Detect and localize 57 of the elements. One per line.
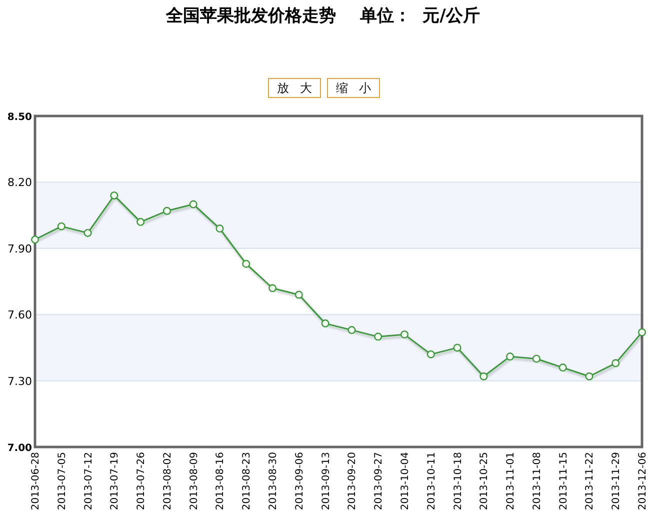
point xyxy=(57,222,66,230)
y-tick-label: 7.30 xyxy=(8,374,32,388)
x-tick-label: 2013-11-15 xyxy=(558,452,570,510)
point xyxy=(400,330,408,338)
point xyxy=(294,290,303,299)
point xyxy=(585,372,594,380)
point xyxy=(162,206,171,215)
point xyxy=(268,284,277,292)
point xyxy=(321,319,330,328)
x-tick-label: 2013-11-22 xyxy=(584,452,596,510)
point xyxy=(348,326,356,334)
point xyxy=(242,260,250,268)
x-tick-label: 2013-08-16 xyxy=(215,452,226,510)
x-tick-label: 2013-12-06 xyxy=(638,452,648,510)
button: 缩 小 xyxy=(327,78,380,98)
chart-title: 全国苹果批发价格走势 单位： 元/公斤 xyxy=(165,6,480,26)
point xyxy=(189,200,198,208)
point xyxy=(638,328,646,336)
x-tick-label: 2013-07-26 xyxy=(136,452,148,510)
x-tick-label: 2013-09-13 xyxy=(320,452,332,510)
point xyxy=(532,354,540,363)
x-tick-label: 2013-11-29 xyxy=(611,452,622,510)
point xyxy=(426,350,435,358)
x-tick-label: 2013-11-08 xyxy=(532,452,543,510)
x-tick-label: 2013-09-20 xyxy=(347,452,358,510)
x-tick-label: 2013-09-06 xyxy=(294,452,306,510)
x-tick-label: 2013-07-05 xyxy=(56,452,68,510)
x-tick-label: 2013-10-18 xyxy=(452,452,464,510)
y-tick-label: 7.90 xyxy=(8,242,32,256)
button: 放 大 xyxy=(268,78,321,98)
x-tick-label: 2013-09-27 xyxy=(374,452,385,510)
y-tick-label: 8.20 xyxy=(8,176,32,190)
x-tick-label: 2013-07-19 xyxy=(110,452,121,510)
x-tick-label: 2013-08-02 xyxy=(162,452,174,510)
x-tick-label: 2013-08-30 xyxy=(268,452,280,510)
point xyxy=(31,236,39,244)
x-tick-label: 2013-10-04 xyxy=(400,452,411,510)
y-tick-label: 8.50 xyxy=(7,112,32,123)
x-tick-label: 2013-08-23 xyxy=(242,452,253,510)
point xyxy=(110,191,118,200)
point xyxy=(506,352,514,361)
x-tick-label: 2013-11-01 xyxy=(506,452,517,510)
point xyxy=(453,344,462,352)
point xyxy=(558,364,567,372)
y-tick-label: 7.00 xyxy=(7,443,32,454)
x-tick-label: 2013-08-09 xyxy=(188,452,200,510)
point xyxy=(216,224,224,233)
x-tick-label: 2013-10-11 xyxy=(426,452,438,510)
point xyxy=(136,218,145,226)
point xyxy=(612,359,620,368)
point xyxy=(84,228,92,237)
y-tick-label: 7.60 xyxy=(8,308,32,322)
point xyxy=(480,372,488,380)
x-tick-label: 2013-07-12 xyxy=(83,452,94,510)
x-tick-label: 2013-06-28 xyxy=(30,452,42,510)
point xyxy=(374,332,382,341)
x-tick-label: 2013-10-25 xyxy=(479,452,490,510)
